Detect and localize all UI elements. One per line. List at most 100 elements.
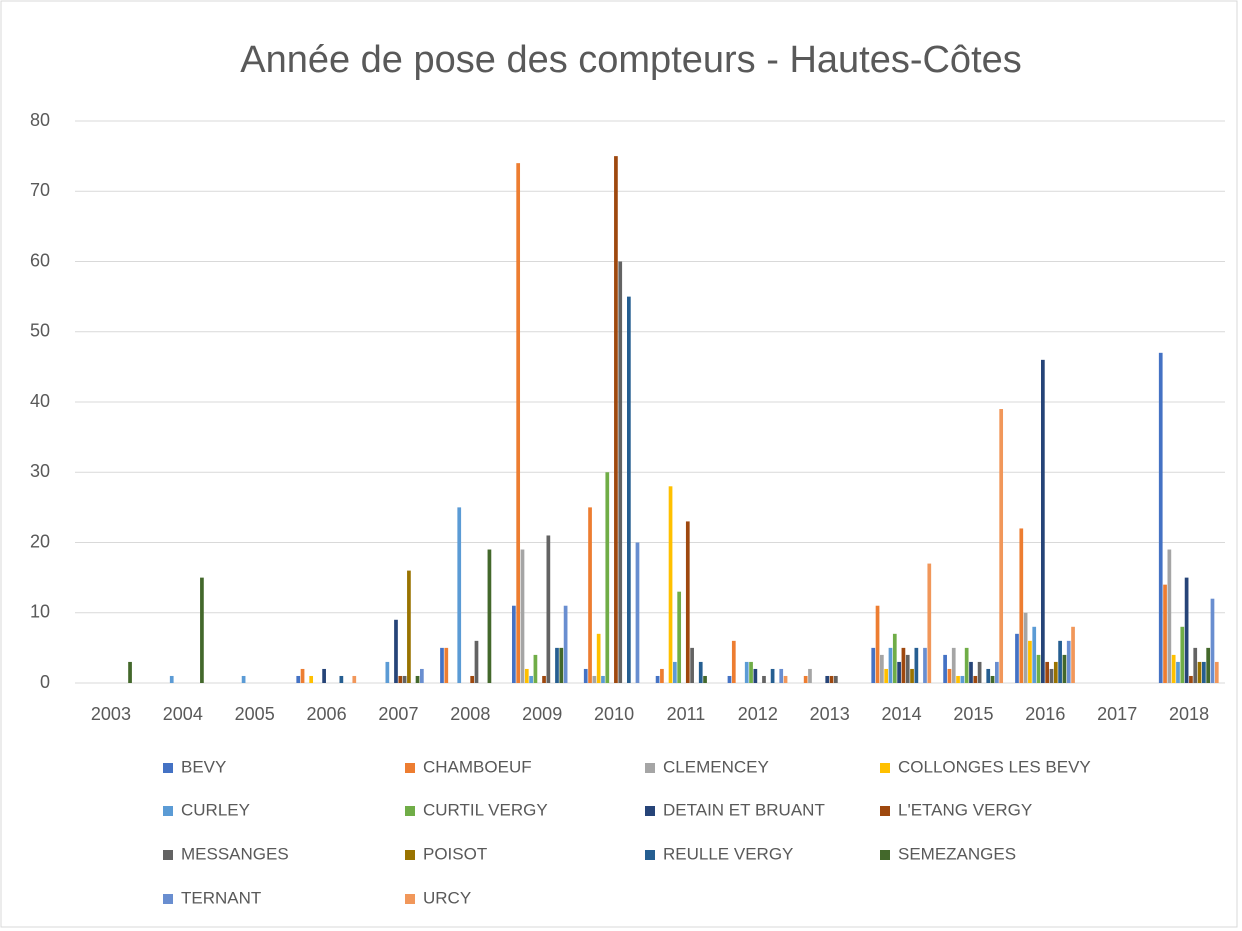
bar [999,409,1004,683]
bar [923,647,927,683]
bar [555,647,559,683]
x-tick-label: 2013 [810,704,850,724]
bar [440,647,444,683]
bar [779,668,784,683]
y-tick-label: 80 [30,110,50,130]
legend-swatch [405,763,415,773]
legend-label: CURLEY [181,800,250,819]
bar [808,668,812,683]
bar [829,675,834,683]
bar [1023,612,1028,683]
bar [668,486,673,683]
bar [300,668,305,683]
bar [884,668,889,683]
bar [1167,549,1172,683]
bar [542,675,546,683]
bar [1062,654,1067,683]
legend-label: CLEMENCEY [663,757,769,776]
bar [1066,640,1071,683]
bar [635,542,640,683]
legend-swatch [405,894,415,904]
bar [956,675,960,683]
legend-label: MESSANGES [181,844,289,863]
y-tick-label: 70 [30,180,50,200]
bar [655,675,660,683]
x-tick-label: 2008 [450,704,490,724]
legend-swatch [880,850,890,860]
bar [969,661,973,683]
bar [457,507,462,683]
bar [744,661,749,683]
bar [1163,584,1167,683]
bar [296,675,301,683]
bar [394,619,398,683]
y-tick-label: 20 [30,531,50,551]
bar [1180,626,1185,683]
bar [516,163,521,683]
bar [588,507,592,683]
legend-swatch [645,763,655,773]
bar [627,296,631,683]
bar [352,675,357,683]
bar [871,647,876,683]
legend-label: BEVY [181,757,226,776]
bar [520,549,525,683]
bar [601,675,605,683]
x-tick-label: 2009 [522,704,562,724]
bar [749,661,753,683]
bar [1202,661,1206,683]
y-tick-label: 50 [30,321,50,341]
legend-swatch [163,806,173,816]
bar [1158,352,1163,683]
bar [905,654,910,683]
bar [618,261,623,683]
bar [964,647,969,683]
x-tick-label: 2018 [1169,704,1209,724]
bar [677,591,682,683]
x-tick-label: 2012 [738,704,778,724]
bar [385,661,390,683]
y-tick-label: 10 [30,602,50,622]
bar [690,647,694,683]
bar [1015,633,1019,683]
bar [169,675,174,683]
bar [1189,675,1193,683]
x-tick-label: 2017 [1097,704,1137,724]
bar [1176,661,1180,683]
bar [420,668,424,683]
legend-swatch [645,850,655,860]
bar [1210,598,1215,683]
x-tick-label: 2005 [235,704,275,724]
bar [592,675,597,683]
bar [407,570,411,683]
legend-label: TERNANT [181,888,261,907]
bar [583,668,588,683]
bar [605,472,610,683]
bar [614,156,618,683]
bar [960,675,965,683]
bar [1041,359,1045,683]
legend-label: URCY [423,888,471,907]
legend-swatch [645,806,655,816]
legend-swatch [880,806,890,816]
legend-label: DETAIN ET BRUANT [663,800,825,819]
bar [927,563,932,683]
bar [943,654,947,683]
legend-swatch [405,806,415,816]
bar [910,668,914,683]
bar [977,661,982,683]
bar [685,521,690,683]
bar [596,633,601,683]
bar [825,675,830,683]
bar [1184,577,1189,683]
bar [563,605,568,683]
bar [339,675,344,683]
bar [512,605,516,683]
legend-label: SEMEZANGES [898,844,1016,863]
bar [770,668,775,683]
legend-label: CURTIL VERGY [423,800,548,819]
bar [1206,647,1211,683]
bar [914,647,919,683]
bar [1193,647,1198,683]
